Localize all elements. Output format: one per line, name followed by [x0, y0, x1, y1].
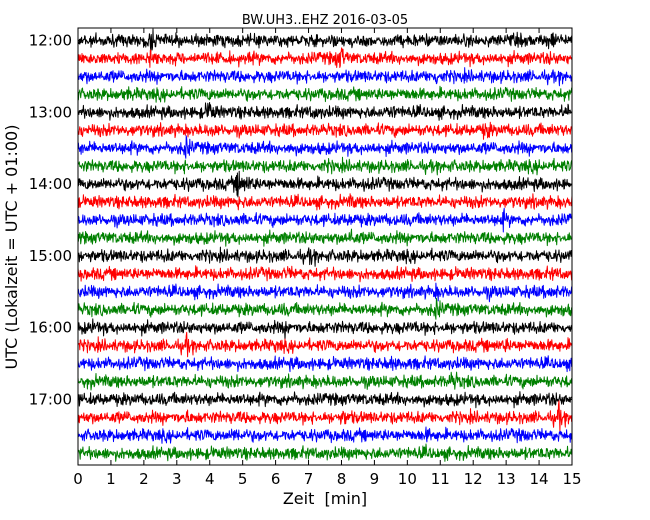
x-tick-label: 2 — [139, 470, 149, 488]
y-tick-label: 13:00 — [29, 103, 72, 121]
trace-line — [77, 265, 573, 283]
plot-frame — [77, 27, 573, 466]
trace-line — [77, 246, 573, 267]
x-tick-label: 0 — [73, 470, 83, 488]
y-tick-label: 16:00 — [29, 319, 72, 337]
y-axis-label: UTC (Lokalzeit = UTC + 01:00) — [2, 125, 21, 370]
x-tick-label: 1 — [106, 470, 116, 488]
trace-line — [77, 355, 573, 373]
trace-line — [77, 156, 573, 176]
x-axis: 0 1 2 3 4 5 6 7 8 9 10 11 12 13 14 15 — [73, 28, 582, 488]
trace-line — [77, 371, 573, 391]
y-tick-label: 17:00 — [29, 391, 72, 409]
trace-line — [77, 297, 573, 320]
trace-line — [77, 193, 573, 211]
trace-line — [77, 121, 573, 140]
trace-line — [77, 318, 573, 341]
x-tick-label: 9 — [370, 470, 380, 488]
x-tick-label: 7 — [304, 470, 314, 488]
y-axis: 12:00 13:00 14:00 15:00 16:00 17:00 — [29, 32, 572, 409]
x-axis-label: Zeit [min] — [283, 489, 367, 508]
y-tick-label: 14:00 — [29, 175, 72, 193]
trace-line — [77, 67, 573, 87]
trace-line — [77, 102, 573, 121]
x-tick-label: 3 — [172, 470, 182, 488]
trace-group — [77, 28, 573, 462]
x-tick-label: 14 — [530, 470, 549, 488]
trace-line — [77, 282, 573, 303]
trace-line — [77, 391, 573, 409]
x-tick-label: 5 — [238, 470, 248, 488]
trace-line — [77, 426, 573, 444]
trace-line — [77, 400, 573, 432]
chart-title: BW.UH3..EHZ 2016-03-05 — [242, 13, 408, 28]
x-tick-label: 4 — [205, 470, 215, 488]
x-tick-label: 15 — [562, 470, 581, 488]
trace-line — [77, 85, 573, 103]
x-tick-label: 12 — [464, 470, 483, 488]
trace-line — [77, 170, 573, 198]
x-tick-label: 13 — [497, 470, 516, 488]
trace-line — [77, 28, 573, 53]
trace-line — [77, 331, 573, 358]
y-tick-label: 15:00 — [29, 247, 72, 265]
trace-line — [77, 135, 573, 159]
trace-line — [77, 47, 573, 68]
x-tick-label: 10 — [398, 470, 417, 488]
trace-line — [77, 228, 573, 247]
x-tick-label: 11 — [431, 470, 450, 488]
trace-line — [77, 443, 573, 462]
y-tick-label: 12:00 — [29, 32, 72, 50]
trace-line — [77, 207, 573, 233]
x-tick-label: 6 — [271, 470, 281, 488]
x-tick-label: 8 — [337, 470, 347, 488]
